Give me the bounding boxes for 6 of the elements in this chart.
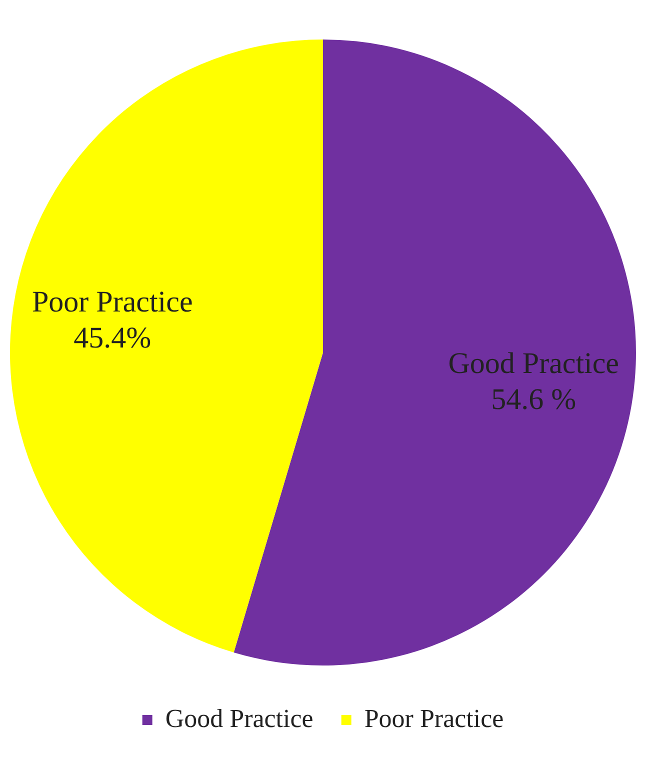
legend-label: Poor Practice — [364, 704, 504, 733]
slice-label: Poor Practice — [32, 286, 193, 319]
data-label: 45.4% — [74, 322, 152, 355]
legend-label: Good Practice — [165, 704, 314, 733]
data-label: 54.6 % — [491, 383, 576, 416]
slice-label: Good Practice — [448, 347, 620, 380]
